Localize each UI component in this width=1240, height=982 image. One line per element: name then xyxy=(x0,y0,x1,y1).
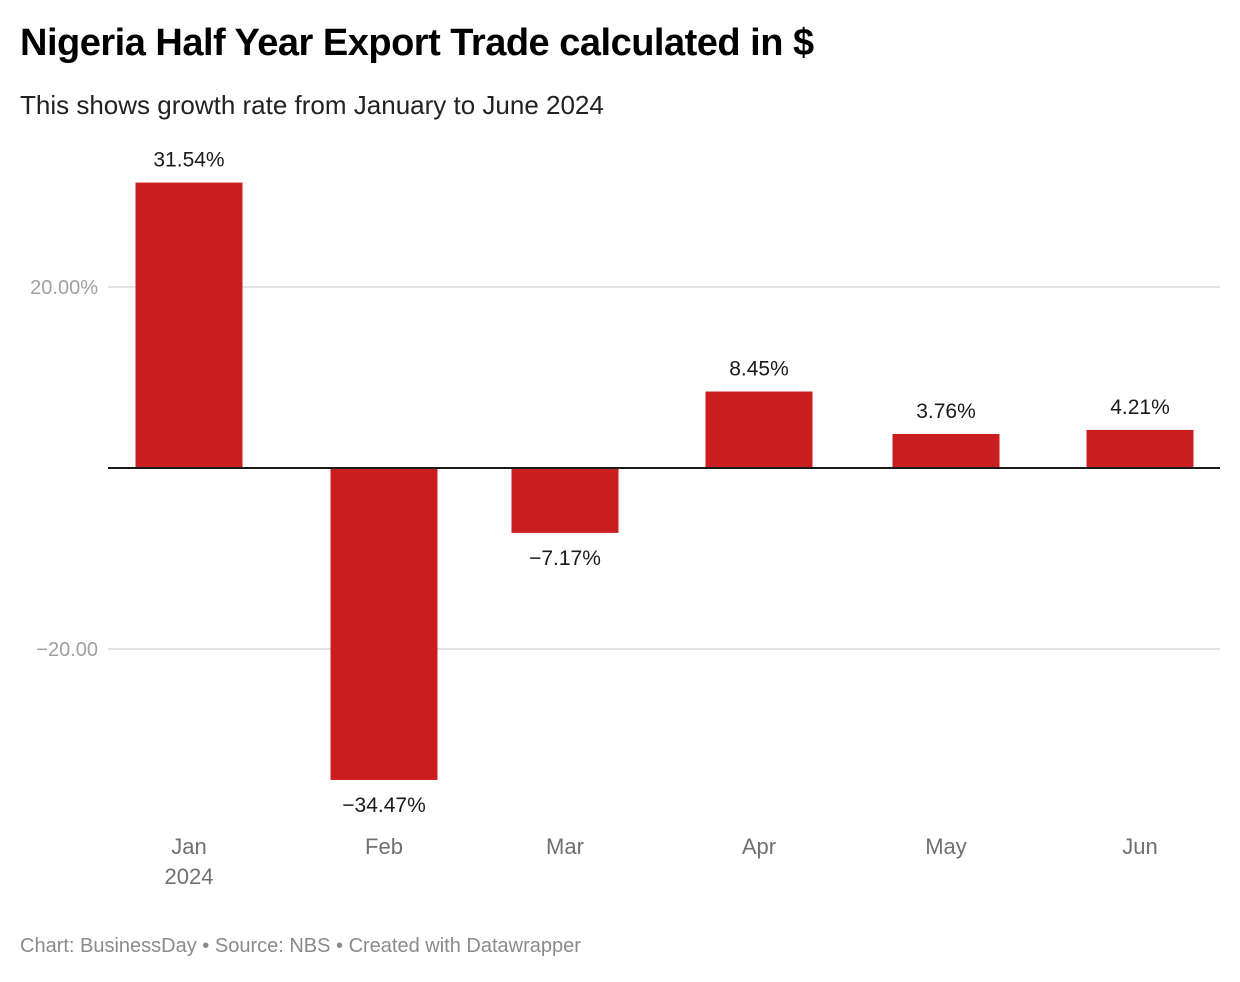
bar-feb xyxy=(330,468,438,780)
gridlines: 20.00% −20.00 xyxy=(30,277,1220,661)
value-label: 31.54% xyxy=(153,149,224,172)
bar-jun xyxy=(1086,429,1194,468)
value-labels: 31.54% −34.47% −7.17% 8.45% 3.76% 4.21% xyxy=(153,149,1169,817)
x-axis-labels: Jan 2024 Feb Mar Apr May Jun xyxy=(165,834,1158,889)
x-tick-label: Jun xyxy=(1122,834,1157,859)
chart-title: Nigeria Half Year Export Trade calculate… xyxy=(20,22,814,64)
bar-may xyxy=(892,433,1000,468)
x-tick-label: Apr xyxy=(742,834,776,859)
value-label: 3.76% xyxy=(916,400,976,423)
value-label: −7.17% xyxy=(529,547,601,570)
value-label: 4.21% xyxy=(1110,396,1170,419)
value-label: 8.45% xyxy=(729,358,789,381)
x-tick-label: May xyxy=(925,834,967,859)
chart-subtitle: This shows growth rate from January to J… xyxy=(20,90,604,120)
bar-chart: 20.00% −20.00 31.54% −34.47% −7.17% 8.45% 3.7… xyxy=(30,149,1220,889)
x-tick-label: Jan xyxy=(171,834,206,859)
bar-apr xyxy=(705,391,813,468)
x-tick-sublabel: 2024 xyxy=(165,864,214,889)
bar-mar xyxy=(511,468,619,533)
bar-jan xyxy=(135,182,243,469)
value-label: −34.47% xyxy=(342,794,426,817)
y-tick-label: 20.00% xyxy=(30,277,98,299)
y-tick-label: −20.00 xyxy=(36,639,98,661)
bars xyxy=(135,182,1194,780)
x-tick-label: Mar xyxy=(546,834,584,859)
x-tick-label: Feb xyxy=(365,834,403,859)
chart-footer-credit: Chart: BusinessDay • Source: NBS • Creat… xyxy=(20,935,581,957)
